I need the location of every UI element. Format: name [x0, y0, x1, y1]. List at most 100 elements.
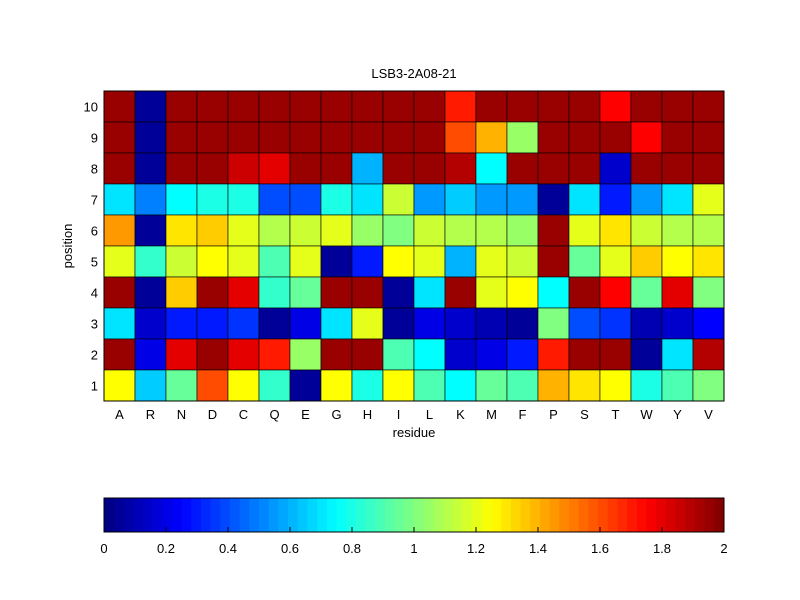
x-tick-label: H: [363, 407, 372, 422]
x-tick-label: M: [486, 407, 497, 422]
heatmap-cell: [693, 246, 724, 277]
heatmap-cell: [631, 122, 662, 153]
heatmap-cell: [414, 91, 445, 122]
colorbar-segment: [598, 498, 608, 532]
colorbar-segment: [579, 498, 589, 532]
heatmap-cell: [104, 308, 135, 339]
heatmap-cell: [104, 277, 135, 308]
heatmap-cell: [631, 246, 662, 277]
colorbar: [104, 498, 725, 532]
heatmap-cell: [569, 277, 600, 308]
colorbar-segment: [317, 498, 327, 532]
colorbar-segment: [617, 498, 627, 532]
x-tick-label: K: [456, 407, 465, 422]
colorbar-tick-label: 1.4: [529, 541, 547, 556]
heatmap-cell: [321, 370, 352, 401]
heatmap-cell: [352, 215, 383, 246]
x-tick-label: D: [208, 407, 217, 422]
y-tick-label: 4: [91, 286, 98, 301]
x-tick-label: L: [426, 407, 433, 422]
heatmap-cell: [228, 91, 259, 122]
heatmap-cell: [383, 153, 414, 184]
x-axis-label: residue: [393, 425, 436, 440]
colorbar-segment: [220, 498, 230, 532]
colorbar-tick-label: 0.2: [157, 541, 175, 556]
colorbar-segment: [647, 498, 657, 532]
heatmap-cell: [352, 308, 383, 339]
heatmap-cell: [476, 339, 507, 370]
heatmap-cell: [600, 308, 631, 339]
colorbar-segment: [462, 498, 472, 532]
heatmap-cell: [662, 308, 693, 339]
colorbar-segment: [530, 498, 540, 532]
colorbar-segment: [278, 498, 288, 532]
colorbar-segment: [182, 498, 192, 532]
colorbar-segment: [230, 498, 240, 532]
heatmap-cell: [321, 339, 352, 370]
colorbar-segment: [162, 498, 172, 532]
heatmap-cell: [569, 215, 600, 246]
colorbar-tick-label: 1.8: [653, 541, 671, 556]
colorbar-segment: [482, 498, 492, 532]
heatmap-cell: [476, 370, 507, 401]
colorbar-segment: [472, 498, 482, 532]
heatmap-cell: [135, 91, 166, 122]
colorbar-tick-label: 0.6: [281, 541, 299, 556]
colorbar-segment: [356, 498, 366, 532]
heatmap-cell: [569, 184, 600, 215]
heatmap-cell: [538, 153, 569, 184]
heatmap-cell: [104, 215, 135, 246]
heatmap-cell: [197, 184, 228, 215]
heatmap-cell: [507, 370, 538, 401]
y-tick-label: 10: [84, 100, 98, 115]
heatmap-cell: [631, 153, 662, 184]
heatmap-cell: [600, 339, 631, 370]
heatmap-cell: [600, 215, 631, 246]
heatmap-cell: [383, 277, 414, 308]
heatmap-cell: [166, 370, 197, 401]
y-tick-label: 3: [91, 317, 98, 332]
colorbar-segment: [424, 498, 434, 532]
y-tick-labels: 10987654321: [84, 100, 98, 394]
heatmap-cell: [104, 153, 135, 184]
heatmap-cell: [197, 122, 228, 153]
heatmap-cell: [259, 91, 290, 122]
heatmap-cell: [290, 153, 321, 184]
heatmap-cell: [383, 370, 414, 401]
heatmap-cell: [228, 215, 259, 246]
colorbar-segment: [608, 498, 618, 532]
heatmap-cell: [197, 370, 228, 401]
heatmap-cell: [259, 308, 290, 339]
colorbar-segment: [201, 498, 211, 532]
heatmap-cell: [569, 339, 600, 370]
heatmap-cell: [259, 246, 290, 277]
heatmap-cell: [290, 91, 321, 122]
heatmap-cell: [259, 370, 290, 401]
heatmap-cell: [104, 339, 135, 370]
heatmap-cell: [693, 153, 724, 184]
heatmap-cell: [321, 122, 352, 153]
heatmap-cell: [259, 184, 290, 215]
heatmap-cell: [414, 370, 445, 401]
heatmap-cell: [321, 215, 352, 246]
y-tick-label: 8: [91, 162, 98, 177]
heatmap-cell: [445, 91, 476, 122]
heatmap-cell: [662, 370, 693, 401]
x-tick-label: P: [549, 407, 558, 422]
heatmap-cell: [228, 277, 259, 308]
y-tick-label: 5: [91, 255, 98, 270]
heatmap-cell: [693, 339, 724, 370]
heatmap-cell: [538, 370, 569, 401]
x-tick-labels: ARNDCQEGHILKMFPSTWYV: [115, 407, 713, 422]
heatmap-cell: [352, 339, 383, 370]
colorbar-tick-label: 0.4: [219, 541, 237, 556]
heatmap-cell: [414, 184, 445, 215]
y-tick-label: 9: [91, 131, 98, 146]
heatmap-cell: [228, 184, 259, 215]
heatmap-cell: [414, 339, 445, 370]
heatmap-cell: [476, 308, 507, 339]
heatmap-cell: [662, 153, 693, 184]
heatmap-cell: [538, 277, 569, 308]
heatmap-cell: [631, 308, 662, 339]
heatmap-cell: [445, 184, 476, 215]
